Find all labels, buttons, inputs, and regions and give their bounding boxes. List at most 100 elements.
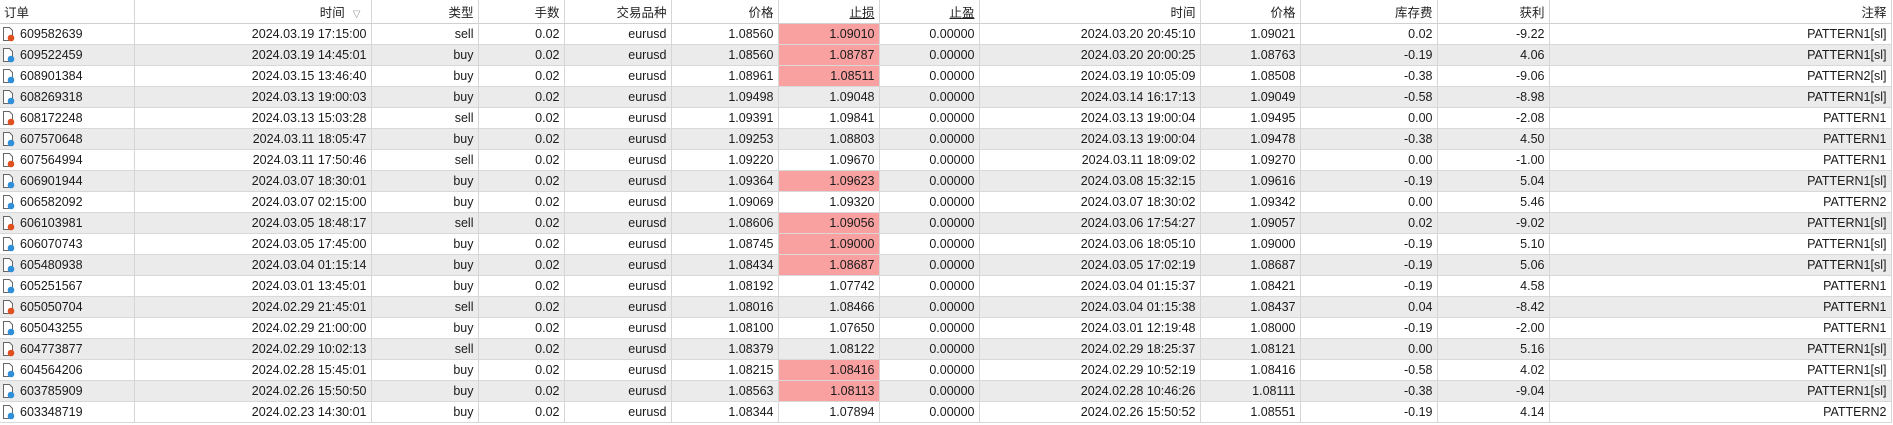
table-row[interactable]: 603785909 2024.02.26 15:50:50 buy 0.02 eurus… xyxy=(0,380,1892,402)
comment-cell: PATTERN1[sl] xyxy=(1549,359,1892,381)
header-label: 类型 xyxy=(448,6,474,20)
table-row[interactable]: 608172248 2024.03.13 15:03:28 sell 0.02 euru… xyxy=(0,107,1892,129)
symbol-cell: eurusd xyxy=(564,380,672,402)
type-cell: buy xyxy=(371,275,479,297)
sell-order-icon xyxy=(2,27,16,42)
table-row[interactable]: 607564994 2024.03.11 17:50:46 sell 0.02 euru… xyxy=(0,149,1892,171)
table-row[interactable]: 609582639 2024.03.19 17:15:00 sell 0.02 euru… xyxy=(0,23,1892,45)
buy-order-icon xyxy=(2,321,16,336)
table-row[interactable]: 603348719 2024.02.23 14:30:01 buy 0.02 eurus… xyxy=(0,401,1892,423)
sell-order-icon xyxy=(2,216,16,231)
open-time-cell: 2024.03.05 17:45:00 xyxy=(134,233,372,255)
open-time-cell: 2024.03.07 18:30:01 xyxy=(134,170,372,192)
column-swap-header[interactable]: 库存费 xyxy=(1300,0,1438,24)
column-comment-header[interactable]: 注释 xyxy=(1549,0,1892,24)
take-profit-cell: 0.00000 xyxy=(879,86,980,108)
swap-cell: -0.19 xyxy=(1300,233,1438,255)
profit-cell: 4.58 xyxy=(1437,275,1550,297)
profit-cell: 5.10 xyxy=(1437,233,1550,255)
stop-loss-cell: 1.08787 xyxy=(778,44,880,66)
order-cell: 606103981 xyxy=(0,212,135,234)
stop-loss-cell: 1.07650 xyxy=(778,317,880,339)
column-stop-loss-header[interactable]: 止损 xyxy=(778,0,880,24)
lots-cell: 0.02 xyxy=(478,233,565,255)
order-cell: 607564994 xyxy=(0,149,135,171)
profit-cell: 4.06 xyxy=(1437,44,1550,66)
close-price-cell: 1.08111 xyxy=(1200,380,1301,402)
table-row[interactable]: 605043255 2024.02.29 21:00:00 buy 0.02 eurus… xyxy=(0,317,1892,339)
open-time-cell: 2024.03.15 13:46:40 xyxy=(134,65,372,87)
open-price-cell: 1.09364 xyxy=(671,170,779,192)
comment-cell: PATTERN1 xyxy=(1549,317,1892,339)
open-time-cell: 2024.02.29 21:00:00 xyxy=(134,317,372,339)
stop-loss-cell: 1.08687 xyxy=(778,254,880,276)
comment-cell: PATTERN2[sl] xyxy=(1549,65,1892,87)
close-price-cell: 1.08421 xyxy=(1200,275,1301,297)
close-price-cell: 1.08000 xyxy=(1200,317,1301,339)
take-profit-cell: 0.00000 xyxy=(879,275,980,297)
header-label: 时间 xyxy=(319,6,345,20)
table-row[interactable]: 608901384 2024.03.15 13:46:40 buy 0.02 eurus… xyxy=(0,65,1892,87)
swap-cell: -0.19 xyxy=(1300,317,1438,339)
column-take-profit-header[interactable]: 止盈 xyxy=(879,0,980,24)
table-row[interactable]: 606901944 2024.03.07 18:30:01 buy 0.02 eurus… xyxy=(0,170,1892,192)
swap-cell: -0.19 xyxy=(1300,44,1438,66)
column-close-price-header[interactable]: 价格 xyxy=(1200,0,1301,24)
close-price-cell: 1.09057 xyxy=(1200,212,1301,234)
close-price-cell: 1.09049 xyxy=(1200,86,1301,108)
column-type-header[interactable]: 类型 xyxy=(371,0,479,24)
column-profit-header[interactable]: 获利 xyxy=(1437,0,1550,24)
sell-order-icon xyxy=(2,300,16,315)
type-cell: buy xyxy=(371,401,479,423)
stop-loss-cell: 1.08122 xyxy=(778,338,880,360)
type-cell: sell xyxy=(371,107,479,129)
order-number: 606901944 xyxy=(20,174,83,188)
buy-order-icon xyxy=(2,174,16,189)
open-time-cell: 2024.03.11 17:50:46 xyxy=(134,149,372,171)
lots-cell: 0.02 xyxy=(478,149,565,171)
profit-cell: -9.04 xyxy=(1437,380,1550,402)
close-price-cell: 1.09021 xyxy=(1200,23,1301,45)
close-price-cell: 1.08687 xyxy=(1200,254,1301,276)
type-cell: sell xyxy=(371,338,479,360)
table-row[interactable]: 605251567 2024.03.01 13:45:01 buy 0.02 eurus… xyxy=(0,275,1892,297)
profit-cell: -2.00 xyxy=(1437,317,1550,339)
close-price-cell: 1.09342 xyxy=(1200,191,1301,213)
comment-cell: PATTERN1[sl] xyxy=(1549,380,1892,402)
column-open-price-header[interactable]: 价格 xyxy=(671,0,779,24)
take-profit-cell: 0.00000 xyxy=(879,65,980,87)
header-label: 止盈 xyxy=(949,6,975,20)
open-price-cell: 1.08100 xyxy=(671,317,779,339)
open-time-cell: 2024.03.19 14:45:01 xyxy=(134,44,372,66)
lots-cell: 0.02 xyxy=(478,170,565,192)
table-row[interactable]: 605050704 2024.02.29 21:45:01 sell 0.02 euru… xyxy=(0,296,1892,318)
column-close-time-header[interactable]: 时间 xyxy=(979,0,1201,24)
symbol-cell: eurusd xyxy=(564,128,672,150)
type-cell: buy xyxy=(371,86,479,108)
open-time-cell: 2024.03.05 18:48:17 xyxy=(134,212,372,234)
lots-cell: 0.02 xyxy=(478,44,565,66)
column-symbol-header[interactable]: 交易品种 xyxy=(564,0,672,24)
table-row[interactable]: 609522459 2024.03.19 14:45:01 buy 0.02 eurus… xyxy=(0,44,1892,66)
close-price-cell: 1.08121 xyxy=(1200,338,1301,360)
table-row[interactable]: 606103981 2024.03.05 18:48:17 sell 0.02 euru… xyxy=(0,212,1892,234)
lots-cell: 0.02 xyxy=(478,380,565,402)
column-order-header[interactable]: 订单 xyxy=(0,0,135,24)
comment-cell: PATTERN1 xyxy=(1549,149,1892,171)
table-row[interactable]: 606070743 2024.03.05 17:45:00 buy 0.02 eurus… xyxy=(0,233,1892,255)
comment-cell: PATTERN1[sl] xyxy=(1549,44,1892,66)
table-row[interactable]: 608269318 2024.03.13 19:00:03 buy 0.02 eurus… xyxy=(0,86,1892,108)
header-label: 库存费 xyxy=(1394,6,1433,20)
symbol-cell: eurusd xyxy=(564,149,672,171)
open-price-cell: 1.08745 xyxy=(671,233,779,255)
profit-cell: -1.00 xyxy=(1437,149,1550,171)
table-row[interactable]: 605480938 2024.03.04 01:15:14 buy 0.02 eurus… xyxy=(0,254,1892,276)
table-row[interactable]: 607570648 2024.03.11 18:05:47 buy 0.02 eurus… xyxy=(0,128,1892,150)
column-lots-header[interactable]: 手数 xyxy=(478,0,565,24)
column-open-time-header[interactable]: 时间 ▽ xyxy=(134,0,372,24)
table-row[interactable]: 604773877 2024.02.29 10:02:13 sell 0.02 euru… xyxy=(0,338,1892,360)
table-row[interactable]: 604564206 2024.02.28 15:45:01 buy 0.02 eurus… xyxy=(0,359,1892,381)
table-row[interactable]: 606582092 2024.03.07 02:15:00 buy 0.02 eurus… xyxy=(0,191,1892,213)
open-price-cell: 1.08192 xyxy=(671,275,779,297)
